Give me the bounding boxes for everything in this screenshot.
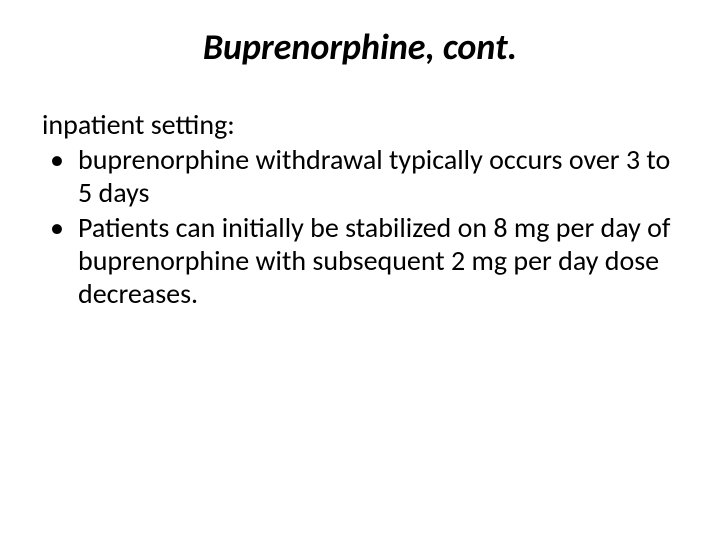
slide-title: Buprenorphine, cont. [42, 28, 678, 68]
bullet-list: buprenorphine withdrawal typically occur… [42, 143, 678, 310]
list-item: Patients can initially be stabilized on … [42, 211, 678, 310]
list-item: buprenorphine withdrawal typically occur… [42, 143, 678, 209]
lead-text: inpatient setting: [42, 108, 678, 141]
slide: Buprenorphine, cont. inpatient setting: … [0, 0, 720, 540]
slide-body: inpatient setting: buprenorphine withdra… [42, 108, 678, 310]
